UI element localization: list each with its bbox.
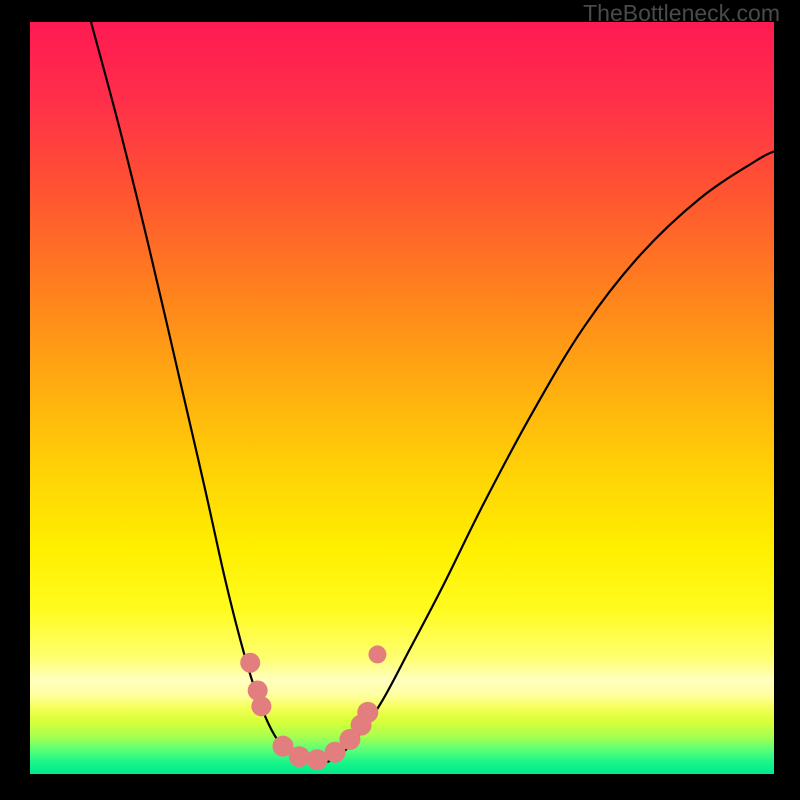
plot-area <box>30 22 774 774</box>
dot-9 <box>357 702 378 723</box>
dot-0 <box>240 653 260 673</box>
dot-2 <box>251 696 271 716</box>
watermark-text: TheBottleneck.com <box>583 0 780 27</box>
chart-root: TheBottleneck.com <box>0 0 800 800</box>
dot-4 <box>289 746 310 767</box>
dot-5 <box>307 749 328 770</box>
dot-10 <box>368 645 386 663</box>
chart-svg <box>0 0 800 800</box>
